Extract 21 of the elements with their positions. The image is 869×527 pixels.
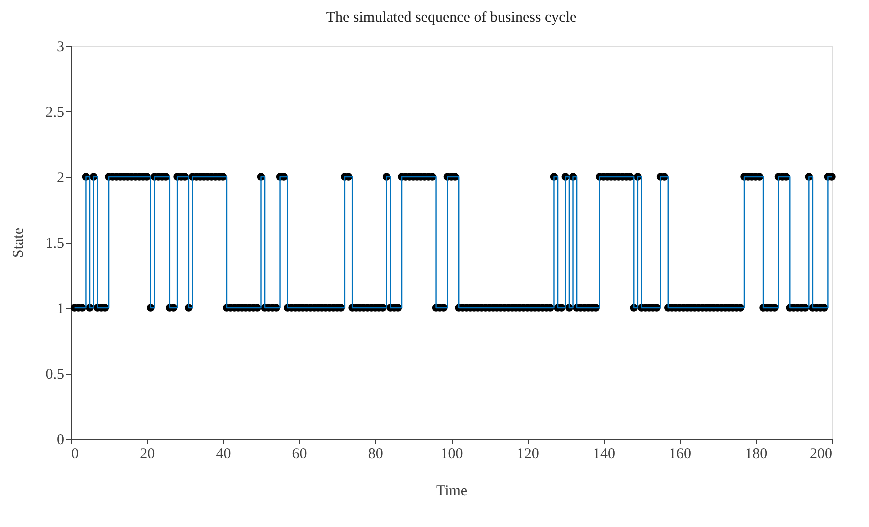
y-tick-label: 3: [57, 40, 64, 56]
x-tick-label: 180: [745, 446, 768, 462]
x-axis-title: Time: [436, 484, 468, 500]
x-tick-label: 20: [140, 446, 156, 462]
y-tick-label: 2.5: [46, 105, 64, 121]
x-tick-label: 80: [368, 446, 384, 462]
y-tick-label: 0.5: [46, 367, 64, 383]
x-tick-label: 100: [440, 446, 464, 462]
y-tick-label: 1.5: [46, 236, 64, 252]
x-tick-label: 160: [669, 446, 692, 462]
x-tick-label: 120: [516, 446, 540, 462]
y-tick-label: 1: [57, 302, 64, 318]
x-tick-label: 200: [810, 446, 832, 462]
y-tick-label: 0: [57, 432, 64, 448]
y-tick-label: 2: [57, 170, 64, 186]
x-tick-label: 140: [592, 446, 616, 462]
x-tick-label: 0: [72, 446, 79, 462]
x-tick-label: 60: [292, 446, 308, 462]
x-tick-label: 40: [216, 446, 232, 462]
chart-title: The simulated sequence of business cycle: [326, 10, 578, 26]
y-axis-title: State: [10, 228, 27, 258]
